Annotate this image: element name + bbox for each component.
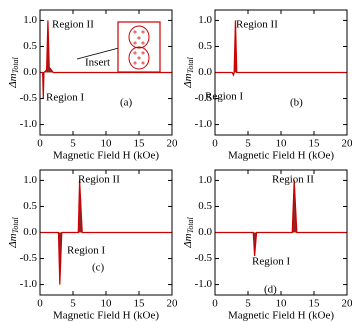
x-tick-label: 20 xyxy=(167,138,179,150)
inset-dot xyxy=(137,36,141,40)
x-axis-label: Magnetic Field H (kOe) xyxy=(228,310,334,322)
annotation: Region I xyxy=(46,92,85,104)
inset-dot xyxy=(133,41,137,45)
plot-frame xyxy=(214,9,348,136)
annotation: Region II xyxy=(272,174,314,186)
y-tick-label: -1.0 xyxy=(20,118,38,130)
y-axis-label: ΔmTotal xyxy=(7,216,20,248)
data-line xyxy=(40,180,172,285)
x-tick-label: 15 xyxy=(134,298,146,310)
annotation: Region II xyxy=(78,174,120,186)
y-axis-label-sub: Total xyxy=(11,56,20,73)
x-tick-label: 20 xyxy=(167,298,179,310)
y-axis-label-sub: Total xyxy=(186,216,195,233)
x-tick-label: 15 xyxy=(134,138,146,150)
annotation: Insert xyxy=(85,57,110,69)
data-line xyxy=(215,20,347,77)
annotation: (a) xyxy=(120,97,133,109)
inset-dot xyxy=(133,51,137,55)
x-tick-label: 20 xyxy=(342,138,352,150)
y-axis-label: ΔmTotal xyxy=(182,216,195,248)
plot-frame xyxy=(39,9,173,136)
x-tick-label: 10 xyxy=(101,298,113,310)
x-tick-label: 15 xyxy=(309,138,321,150)
inset-dot xyxy=(141,41,145,45)
x-axis-label: Magnetic Field H (kOe) xyxy=(53,310,159,322)
inset-dot xyxy=(137,56,141,60)
y-tick-label: -1.0 xyxy=(195,118,213,130)
y-tick-label: 1.0 xyxy=(23,14,37,26)
y-axis-label: ΔmTotal xyxy=(7,56,20,88)
y-tick-label: 0.5 xyxy=(198,40,212,52)
y-axis-label-sub: Total xyxy=(11,216,20,233)
x-tick-label: 5 xyxy=(70,138,76,150)
x-axis-label: Magnetic Field H (kOe) xyxy=(228,150,334,162)
y-tick-label: -0.5 xyxy=(20,92,38,104)
x-tick-label: 10 xyxy=(101,138,113,150)
y-tick-label: -0.5 xyxy=(195,92,213,104)
annotation: Region II xyxy=(52,19,94,31)
y-axis-label-main: Δm xyxy=(182,233,194,248)
x-tick-label: 20 xyxy=(342,298,352,310)
x-tick-label: 0 xyxy=(37,298,43,310)
annotation: Region II xyxy=(236,19,278,31)
x-tick-label: 5 xyxy=(245,298,251,310)
inset-dot xyxy=(141,51,145,55)
x-tick-label: 0 xyxy=(212,298,218,310)
x-tick-label: 10 xyxy=(276,298,288,310)
y-axis-label: ΔmTotal xyxy=(182,56,195,88)
data-line xyxy=(40,20,172,99)
inset-shape xyxy=(128,25,150,49)
x-tick-label: 15 xyxy=(309,298,321,310)
inset-dot xyxy=(141,30,145,34)
y-tick-label: -0.5 xyxy=(20,252,38,264)
y-axis-label-main: Δm xyxy=(7,233,19,248)
inset-dot xyxy=(133,61,137,65)
x-axis-label: Magnetic Field H (kOe) xyxy=(53,150,159,162)
y-tick-label: 0.5 xyxy=(198,200,212,212)
y-tick-label: 1.0 xyxy=(198,174,212,186)
x-tick-label: 5 xyxy=(70,298,76,310)
inset-shape xyxy=(128,46,150,70)
annotation: (b) xyxy=(290,97,303,109)
annotation: Region I xyxy=(252,256,291,268)
inset-dot xyxy=(141,61,145,65)
annotation: (c) xyxy=(92,262,105,274)
annotation: (d) xyxy=(264,284,277,296)
y-axis-label-sub: Total xyxy=(186,56,195,73)
y-axis-label-main: Δm xyxy=(182,73,194,88)
y-tick-label: 0.5 xyxy=(23,40,37,52)
x-tick-label: 0 xyxy=(212,138,218,150)
y-tick-label: -1.0 xyxy=(20,278,38,290)
y-tick-label: 0.0 xyxy=(198,66,212,78)
x-tick-label: 0 xyxy=(37,138,43,150)
y-tick-label: 0.5 xyxy=(23,200,37,212)
y-axis-label-main: Δm xyxy=(7,73,19,88)
data-line xyxy=(215,180,347,256)
annotation: Region I xyxy=(205,91,244,103)
y-tick-label: -1.0 xyxy=(195,278,213,290)
y-tick-label: -0.5 xyxy=(195,252,213,264)
y-tick-label: 1.0 xyxy=(198,14,212,26)
x-tick-label: 5 xyxy=(245,138,251,150)
y-tick-label: 0.0 xyxy=(23,226,37,238)
x-tick-label: 10 xyxy=(276,138,288,150)
plot-frame xyxy=(39,169,173,296)
plot-frame xyxy=(214,169,348,296)
annotation: Region I xyxy=(67,245,106,257)
y-tick-label: 0.0 xyxy=(23,66,37,78)
inset-dot xyxy=(133,30,137,34)
y-tick-label: 1.0 xyxy=(23,174,37,186)
y-tick-label: 0.0 xyxy=(198,226,212,238)
